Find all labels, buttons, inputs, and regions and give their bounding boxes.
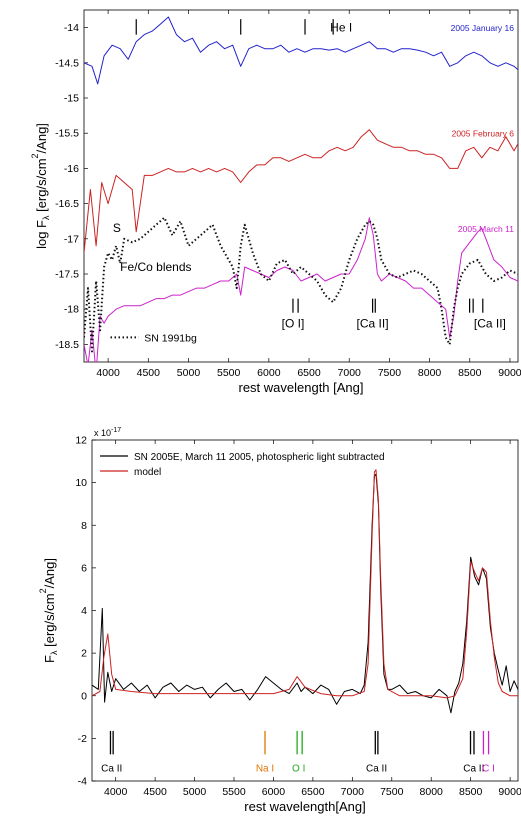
y-tick-label: -15	[64, 93, 79, 105]
y-tick-label: 6	[81, 562, 87, 574]
annotation-fe-co-blends: Fe/Co blends	[120, 260, 191, 274]
y-axis-label-part: /Ang]	[42, 558, 57, 588]
annotation-ca-ii: [Ca II]	[357, 316, 389, 330]
series-label-2005-january-16: 2005 January 16	[451, 23, 515, 33]
x-tick-label: 5000	[183, 786, 207, 798]
x-tick-label: 5500	[222, 786, 246, 798]
series-line-2005-march-11	[84, 217, 518, 362]
panel-top-series	[84, 16, 518, 362]
x-tick-label: 4500	[143, 786, 167, 798]
y-axis-label-part: λ	[41, 215, 51, 220]
annotation-s: S	[113, 221, 121, 235]
y-axis-label-part: [erg/s/cm	[34, 158, 49, 215]
x-tick-label: 9000	[498, 367, 521, 379]
legend-entry-sn-2005e-march-11-2005-photospheric-light-subtracted: SN 2005E, March 11 2005, photospheric li…	[134, 452, 385, 463]
x-tick-label: 8000	[420, 786, 444, 798]
panel-bottom-y-ticks: -4 -2 0 2 4 6 8 10 12	[75, 435, 96, 788]
line-id-label-ca-ii: Ca II	[366, 763, 387, 774]
panel-bottom-x-axis-label: rest wavelength[Ang]	[244, 799, 365, 814]
y-tick-label: 10	[75, 477, 87, 489]
series-line-model	[92, 469, 518, 699]
panel-bottom-x-ticks: 4000 4500 5000 5500 6000 6500 7000 7500 8000 8500…	[104, 440, 521, 798]
x-tick-label: 6000	[257, 367, 281, 379]
exponent-base: x 10	[94, 428, 111, 438]
x-tick-label: 7500	[378, 367, 402, 379]
exponent-power: -17	[111, 427, 121, 434]
x-tick-label: 8500	[458, 367, 482, 379]
x-tick-label: 9000	[498, 786, 521, 798]
line-id-label-o-i: O I	[292, 763, 305, 774]
panel-top-series-labels: 2005 January 16 2005 February 6 2005 March…	[110, 23, 515, 344]
panel-bottom-frame	[91, 439, 519, 782]
series-line-2005-january-16	[84, 16, 518, 85]
line-id-label-ca-ii: Ca II	[463, 763, 484, 774]
x-tick-label: 5500	[217, 367, 241, 379]
x-tick-label: 7500	[380, 786, 404, 798]
line-id-label-na-i: Na I	[256, 763, 274, 774]
line-id-label-c-i: C I	[482, 763, 495, 774]
panel-bottom-y-axis-label: Fλ [erg/s/cm2/Ang]	[38, 558, 59, 663]
x-tick-label: 6500	[297, 367, 321, 379]
y-tick-label: -14	[64, 22, 79, 34]
annotation-o-i: [O I]	[282, 316, 305, 330]
panel-bottom-series	[92, 469, 518, 714]
panel-bottom-legend: SN 2005E, March 11 2005, photospheric li…	[100, 452, 385, 478]
panel-top-y-axis-label: log Fλ [erg/s/cm2/Ang]	[30, 123, 51, 249]
y-tick-label: -18	[64, 304, 79, 316]
line-id-label-ca-ii: Ca II	[101, 763, 122, 774]
x-tick-label: 8000	[418, 367, 442, 379]
y-tick-label: 0	[81, 690, 87, 702]
y-axis-label-part: /Ang]	[34, 123, 49, 153]
legend-entry-model: model	[134, 467, 161, 478]
x-tick-label: 4000	[96, 367, 120, 379]
x-tick-label: 4000	[104, 786, 128, 798]
y-tick-label: 2	[81, 648, 87, 660]
series-label-2005-february-6: 2005 February 6	[452, 129, 515, 139]
panel-top-frame	[83, 9, 519, 363]
x-tick-label: 7000	[341, 786, 365, 798]
series-line-2005-february-6	[84, 129, 518, 253]
y-tick-label: -14.5	[55, 57, 79, 69]
annotation-he-i: He I	[330, 21, 352, 35]
y-tick-label: -16.5	[55, 198, 79, 210]
y-axis-label-part: log F	[34, 220, 49, 249]
panel-top-line-markers	[135, 19, 484, 313]
panel-bottom-exponent-label: x 10-17	[94, 427, 121, 438]
x-tick-label: 6500	[301, 786, 325, 798]
series-line-sn-2005e-march-11-2005-photospheric-light-subtracted	[92, 473, 518, 714]
y-tick-label: -2	[78, 733, 87, 745]
panel-top-y-ticks: -14 -14.5 -15 -15.5 -16 -16.5 -17 -17.5 -18 -18.5	[55, 22, 88, 351]
annotation-ca-ii: [Ca II]	[474, 316, 506, 330]
panel-top-x-ticks: 4000 4500 5000 5500 6000 6500 7000 7500 8000 8500…	[96, 10, 521, 379]
x-tick-label: 4500	[137, 367, 161, 379]
series-label-2005-march-11: 2005 March 11	[458, 224, 514, 234]
panel-bottom: 4000 4500 5000 5500 6000 6500 7000 7500 8000 8500…	[38, 427, 521, 814]
y-tick-label: -4	[78, 776, 87, 788]
x-tick-label: 5000	[177, 367, 201, 379]
y-tick-label: -16	[64, 163, 79, 175]
panel-top-annotations: He I S Fe/Co blends [O I] [Ca II] [Ca II]	[113, 21, 506, 331]
y-tick-label: -17	[64, 233, 79, 245]
series-label-sn-1991bg: SN 1991bg	[144, 332, 197, 344]
y-tick-label: -15.5	[55, 128, 79, 140]
y-axis-label-part: F	[42, 655, 57, 663]
y-axis-label-part: 2	[38, 588, 48, 593]
panel-top: 4000 4500 5000 5500 6000 6500 7000 7500 8000 8500…	[30, 9, 521, 395]
x-tick-label: 7000	[338, 367, 362, 379]
y-tick-label: -18.5	[55, 339, 79, 351]
series-line-sn-1991bg	[84, 216, 518, 353]
y-tick-label: -17.5	[55, 269, 79, 281]
x-tick-label: 8500	[459, 786, 483, 798]
y-axis-label-part: λ	[49, 650, 59, 655]
y-tick-label: 4	[81, 605, 87, 617]
y-tick-label: 8	[81, 520, 87, 532]
panel-top-x-axis-label: rest wavelength [Ang]	[238, 380, 363, 395]
y-axis-label-part: 2	[30, 153, 40, 158]
y-axis-label-part: [erg/s/cm	[42, 593, 57, 650]
y-tick-label: 12	[75, 435, 87, 447]
x-tick-label: 6000	[262, 786, 286, 798]
